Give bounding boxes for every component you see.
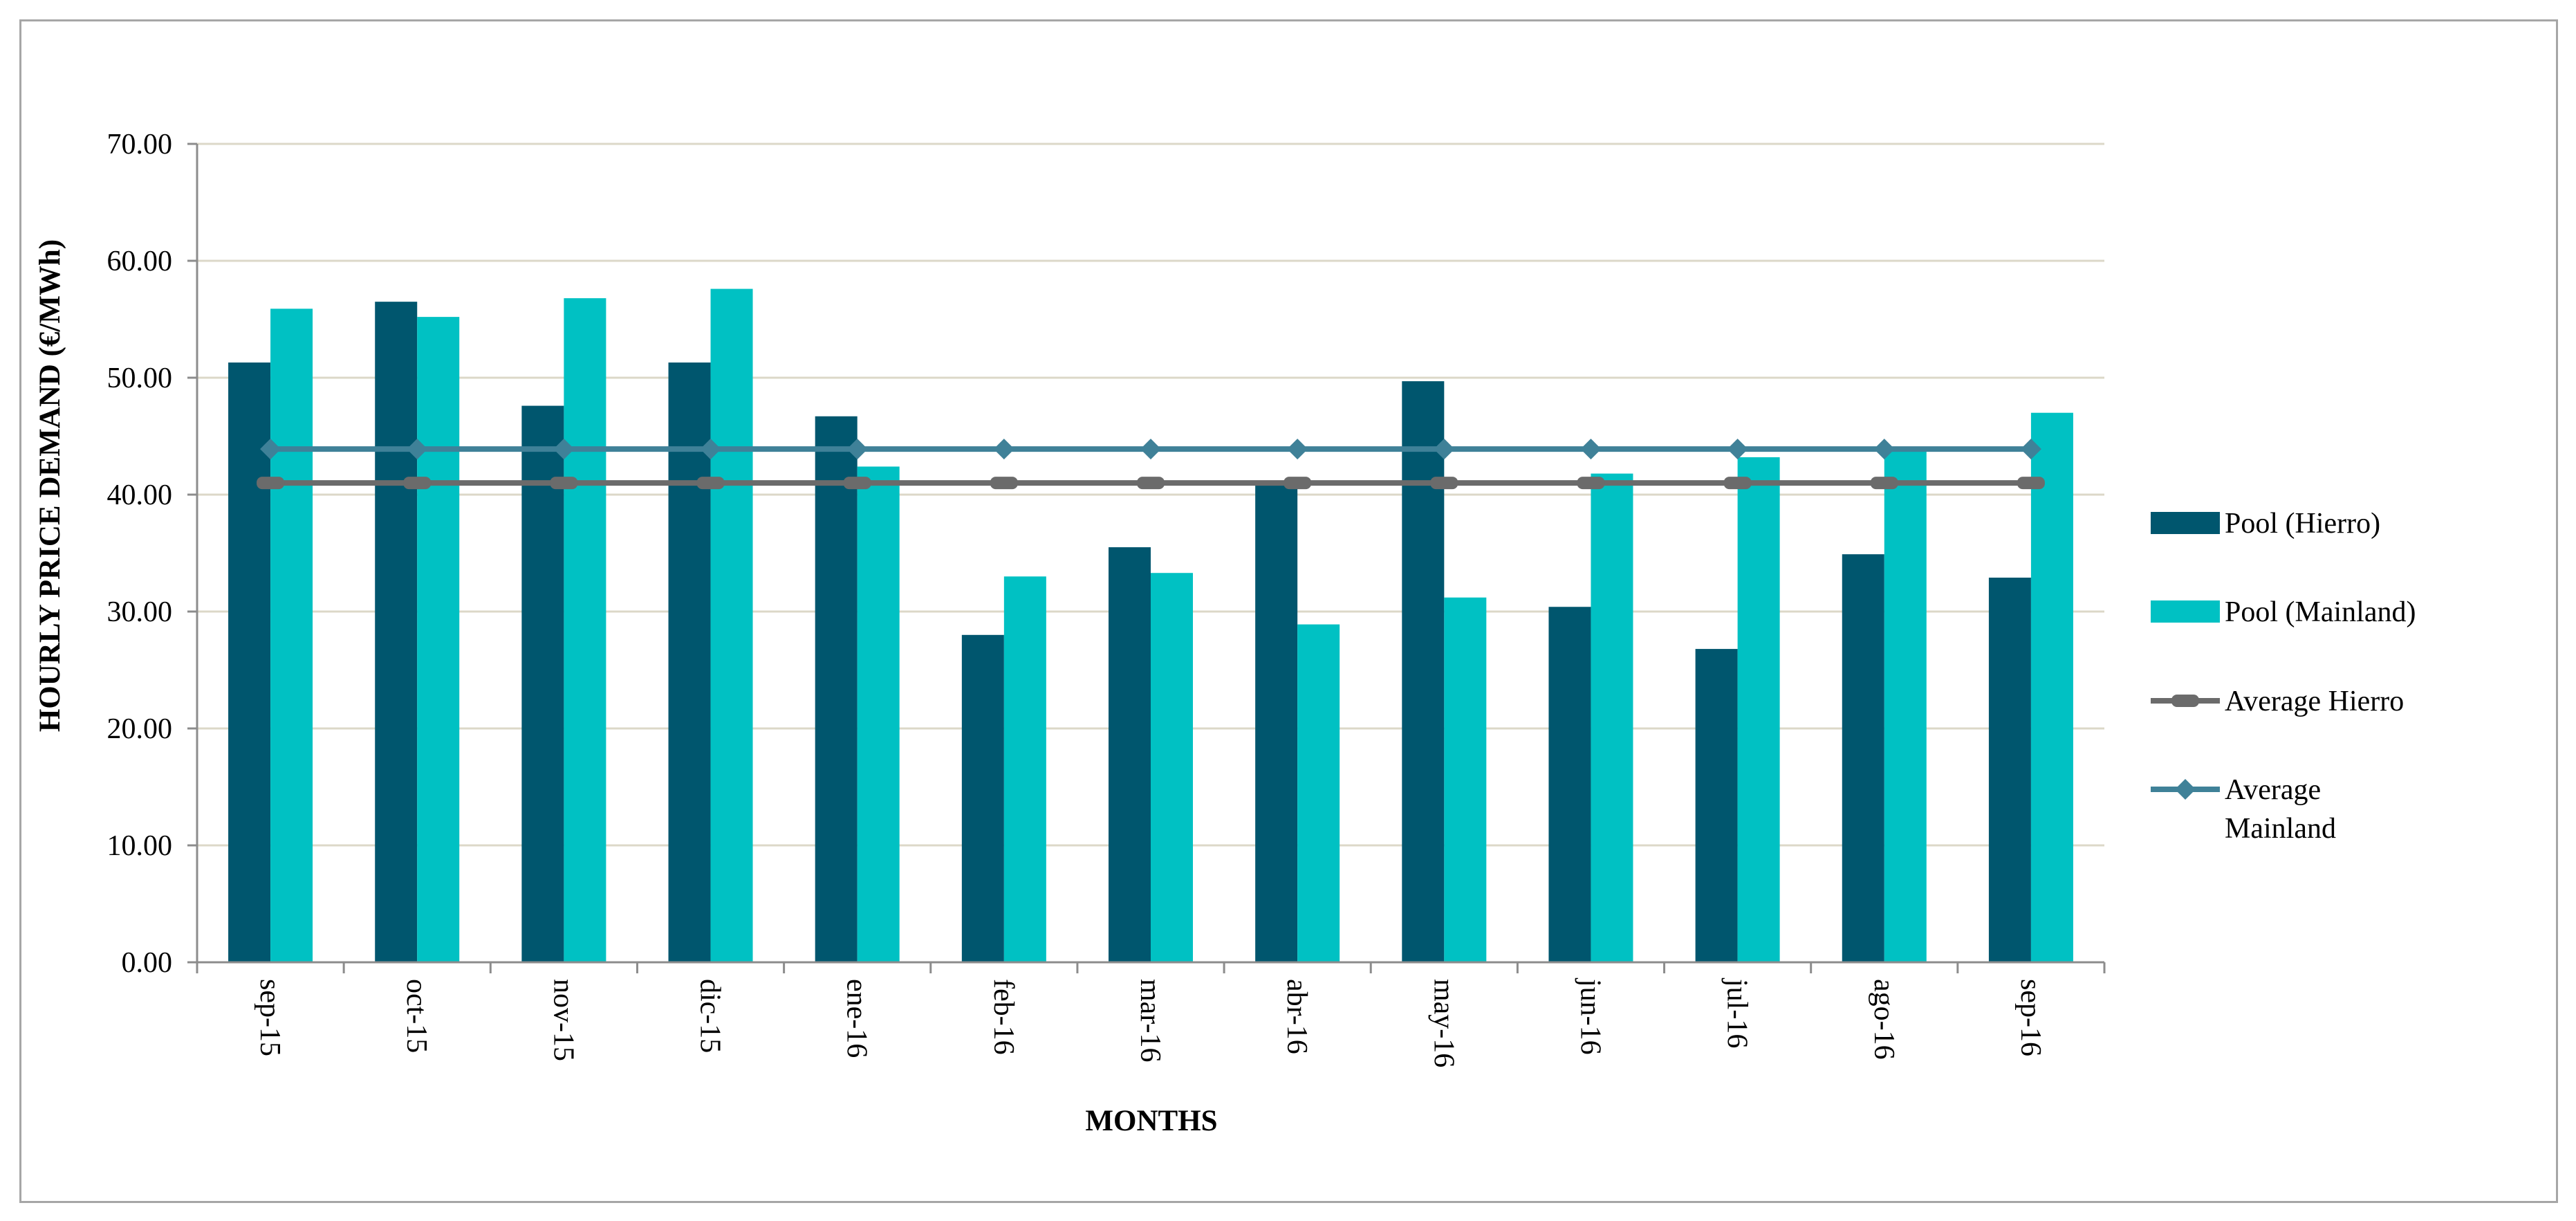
marker-average-hierro xyxy=(1137,477,1165,490)
average-lines xyxy=(257,439,2045,490)
bar-pool-mainland xyxy=(2030,412,2073,962)
marker-average-mainland xyxy=(407,439,428,460)
bar-pool-hierro xyxy=(815,416,858,962)
marker-average-mainland xyxy=(553,439,575,460)
x-tick-label: ago-16 xyxy=(1868,979,1900,1060)
bar-pool-mainland xyxy=(1737,457,1780,962)
bar-pool-hierro xyxy=(521,405,564,962)
bar-pool-mainland xyxy=(1003,576,1046,962)
bar-pool-mainland xyxy=(1151,573,1193,962)
bar-pool-mainland xyxy=(857,466,900,962)
marker-average-hierro xyxy=(403,477,432,490)
marker-average-hierro xyxy=(1870,477,1898,490)
marker-average-hierro xyxy=(696,477,725,490)
marker-average-hierro xyxy=(2017,477,2045,490)
y-axis-title: HOURLY PRICE DEMAND (€/MWh) xyxy=(34,239,66,732)
y-tick-label: 0.00 xyxy=(122,947,173,979)
x-tick-label: ene-16 xyxy=(841,979,873,1058)
bar-pool-hierro xyxy=(1402,381,1445,962)
x-tick-label: feb-16 xyxy=(988,979,1019,1055)
legend-label-pool-hierro: Pool (Hierro) xyxy=(2225,508,2380,540)
bar-pool-mainland xyxy=(270,309,313,962)
y-tick-label: 60.00 xyxy=(107,246,173,277)
x-tick-label: sep-15 xyxy=(254,979,286,1056)
axes xyxy=(187,143,2106,973)
bar-pool-hierro xyxy=(1695,649,1738,962)
marker-average-mainland xyxy=(1873,439,1895,460)
x-tick-label: may-16 xyxy=(1427,979,1459,1067)
marker-average-mainland xyxy=(1287,439,1308,460)
legend-swatch-pool-mainland xyxy=(2151,600,2220,623)
marker-average-mainland xyxy=(260,439,281,460)
bars xyxy=(228,288,2073,963)
x-tick-label: sep-16 xyxy=(2014,979,2046,1056)
bar-pool-mainland xyxy=(710,288,753,962)
x-tick-label: jul-16 xyxy=(1721,977,1753,1048)
marker-average-hierro xyxy=(1430,477,1458,490)
x-tick-label: oct-15 xyxy=(400,979,432,1053)
marker-average-mainland xyxy=(993,439,1014,460)
legend-marker-average-hierro xyxy=(2171,695,2199,707)
x-tick-label: abr-16 xyxy=(1281,979,1313,1054)
marker-average-hierro xyxy=(1577,477,1605,490)
y-tick-label: 70.00 xyxy=(107,129,173,160)
bar-pool-hierro xyxy=(375,302,418,962)
marker-average-hierro xyxy=(257,477,285,490)
bar-pool-mainland xyxy=(564,298,606,963)
marker-average-hierro xyxy=(990,477,1018,490)
gridlines xyxy=(197,143,2104,847)
x-tick-label: mar-16 xyxy=(1134,979,1166,1062)
marker-average-mainland xyxy=(1434,439,1455,460)
legend-label-average-mainland: Average xyxy=(2225,774,2321,806)
legend: Pool (Hierro) Pool (Mainland) Average Hier… xyxy=(2151,508,2416,845)
marker-average-hierro xyxy=(843,477,871,490)
y-tick-label: 20.00 xyxy=(107,713,173,745)
bar-pool-hierro xyxy=(1988,577,2031,962)
y-tick-label: 50.00 xyxy=(107,362,173,394)
y-tick-label: 10.00 xyxy=(107,830,173,862)
x-tick-label: dic-15 xyxy=(694,979,726,1053)
bar-pool-mainland xyxy=(1591,473,1633,962)
x-tick-label: jun-16 xyxy=(1574,977,1606,1055)
marker-average-mainland xyxy=(2020,439,2041,460)
tick-labels: 0.00 10.00 20.00 30.00 40.00 50.00 60.00 70.00 s… xyxy=(107,129,2046,1067)
legend-swatch-pool-hierro xyxy=(2151,512,2220,534)
bar-pool-hierro xyxy=(1255,483,1298,962)
bar-pool-mainland xyxy=(1297,624,1340,962)
y-tick-label: 40.00 xyxy=(107,479,173,511)
bar-pool-hierro xyxy=(1109,547,1151,962)
bar-pool-hierro xyxy=(228,362,271,962)
marker-average-mainland xyxy=(1727,439,1748,460)
bar-pool-hierro xyxy=(668,362,711,962)
marker-average-hierro xyxy=(1723,477,1752,490)
bar-pool-mainland xyxy=(417,317,460,962)
x-axis-title: MONTHS xyxy=(1085,1105,1217,1137)
y-tick-label: 30.00 xyxy=(107,596,173,628)
bar-pool-hierro xyxy=(1842,554,1884,962)
bar-pool-mainland xyxy=(1444,597,1487,962)
bar-pool-hierro xyxy=(961,634,1004,962)
marker-average-hierro xyxy=(550,477,578,490)
marker-average-hierro xyxy=(1284,477,1312,490)
marker-average-mainland xyxy=(1580,439,1602,460)
bar-pool-hierro xyxy=(1548,607,1591,962)
legend-label-average-hierro: Average Hierro xyxy=(2225,686,2404,717)
marker-average-mainland xyxy=(700,439,721,460)
marker-average-mainland xyxy=(1140,439,1161,460)
legend-label-average-mainland: Mainland xyxy=(2225,813,2336,845)
legend-marker-average-mainland xyxy=(2175,779,2196,800)
bar-pool-mainland xyxy=(1884,450,1927,962)
legend-label-pool-mainland: Pool (Mainland) xyxy=(2225,596,2416,628)
marker-average-mainland xyxy=(846,439,868,460)
x-tick-label: nov-15 xyxy=(547,979,579,1061)
